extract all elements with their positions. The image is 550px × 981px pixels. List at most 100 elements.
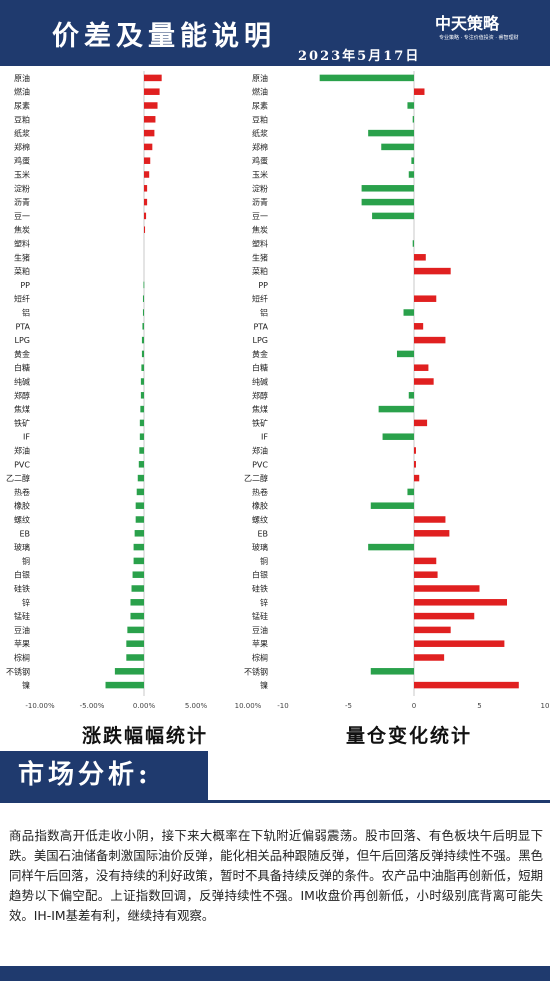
logo-text: 中天策略 [435,14,500,33]
volume-category-label: 塑料 [252,239,268,249]
volume-bar [368,543,414,551]
volume-bar [403,309,414,316]
volume-bar [381,143,414,151]
volume-tick-label: -10 [277,702,288,710]
volume-bar [414,267,451,275]
volume-bar [378,405,414,413]
change-bar [126,654,144,661]
change-category-label: 黄金 [14,349,30,359]
volume-bar [414,419,428,427]
volume-category-label: 短纤 [252,294,268,304]
change-bar [127,626,144,634]
change-category-label: PP [20,281,30,290]
change-bar [140,378,144,385]
volume-bar [411,157,414,164]
change-bar [142,323,144,330]
volume-bar [370,502,414,509]
volume-tick-label: 0 [412,702,416,710]
report-date: 2023年5月17日 [298,49,421,64]
page-title: 价差及量能说明 [52,21,276,52]
change-category-label: PTA [15,322,30,331]
volume-category-label: 鸡蛋 [252,156,268,166]
change-category-label: 白糖 [14,363,30,373]
volume-category-label: 锌 [260,597,268,607]
volume-bar [407,102,414,109]
change-bar [105,681,144,689]
analysis-banner-gap [208,751,550,801]
volume-category-label: 郑油 [252,446,268,456]
volume-category-label: 菜粕 [252,266,268,276]
volume-category-label: 铝 [260,308,268,318]
volume-bar [414,654,445,661]
change-category-label: 玉米 [14,170,30,180]
volume-tick-label: -5 [345,702,352,710]
volume-category-label: IF [261,433,268,442]
change-bar [144,88,160,95]
change-bar [144,226,146,233]
change-bar [139,433,144,440]
change-category-label: 焦炭 [14,225,30,235]
logo-subtitle: 专业策略 · 专注价值投资 · 睿智理财 [439,35,519,41]
volume-category-label: 热卷 [252,487,268,497]
change-category-label: 白银 [14,570,30,580]
volume-bar [414,530,450,537]
volume-category-label: 不锈钢 [244,666,268,676]
volume-category-label: PTA [253,322,268,331]
volume-tick-label: 5 [477,702,481,710]
volume-category-label: EB [257,529,268,538]
change-category-label: 纸浆 [14,128,30,138]
volume-category-label: 燃油 [252,87,268,97]
change-bar [136,488,144,496]
volume-category-label: 玉米 [252,170,268,180]
change-category-label: 纯碱 [14,377,30,387]
change-category-label: 豆粕 [14,114,30,124]
volume-bar [361,198,414,206]
volume-bar [408,171,414,178]
volume-bar [407,488,414,496]
footer-bar [0,966,550,981]
volume-bar [414,336,446,344]
change-category-label: 铜 [22,556,30,566]
volume-category-label: 生猪 [252,252,268,262]
change-bar [135,502,144,509]
volume-category-label: 铜 [260,556,268,566]
change-tick-label: 10.00% [235,702,262,710]
change-bar [140,405,144,413]
volume-category-label: 黄金 [252,349,268,359]
change-bar [130,612,144,620]
change-category-label: EB [19,529,30,538]
change-bar [138,461,144,468]
volume-category-label: 锰硅 [252,611,268,621]
change-bar [141,350,144,358]
volume-bar [414,461,416,468]
volume-category-label: 螺纹 [252,515,268,525]
change-bar [144,157,151,164]
volume-category-label: 豆一 [252,212,268,221]
volume-bar [414,585,480,592]
change-category-label: 橡胶 [14,501,30,511]
change-category-label: 热卷 [14,487,30,497]
volume-category-label: 郑棉 [252,142,268,152]
change-bar [114,668,144,675]
change-category-label: 焦煤 [14,404,30,414]
change-bar [144,212,147,220]
volume-category-label: LPG [253,336,268,345]
change-tick-label: -10.00% [25,702,55,710]
change-category-label: 燃油 [14,87,30,97]
change-bar [142,309,144,316]
volume-bar [372,212,414,220]
change-category-label: 生猪 [14,252,30,262]
volume-bar [414,88,425,95]
volume-category-label: PVC [252,460,268,469]
change-category-label: 锰硅 [14,611,30,621]
chart-caption-volume: 量仓变化统计 [346,725,473,747]
volume-category-label: 焦煤 [252,404,268,414]
change-category-label: 不锈钢 [6,666,30,676]
change-category-label: 玻璃 [14,542,30,552]
chart-caption-change: 涨跌幅幅统计 [82,725,209,747]
change-bar [130,599,144,606]
volume-category-label: 硅铁 [252,584,268,594]
change-category-label: 菜粕 [14,266,30,276]
change-tick-label: 5.00% [185,702,208,710]
